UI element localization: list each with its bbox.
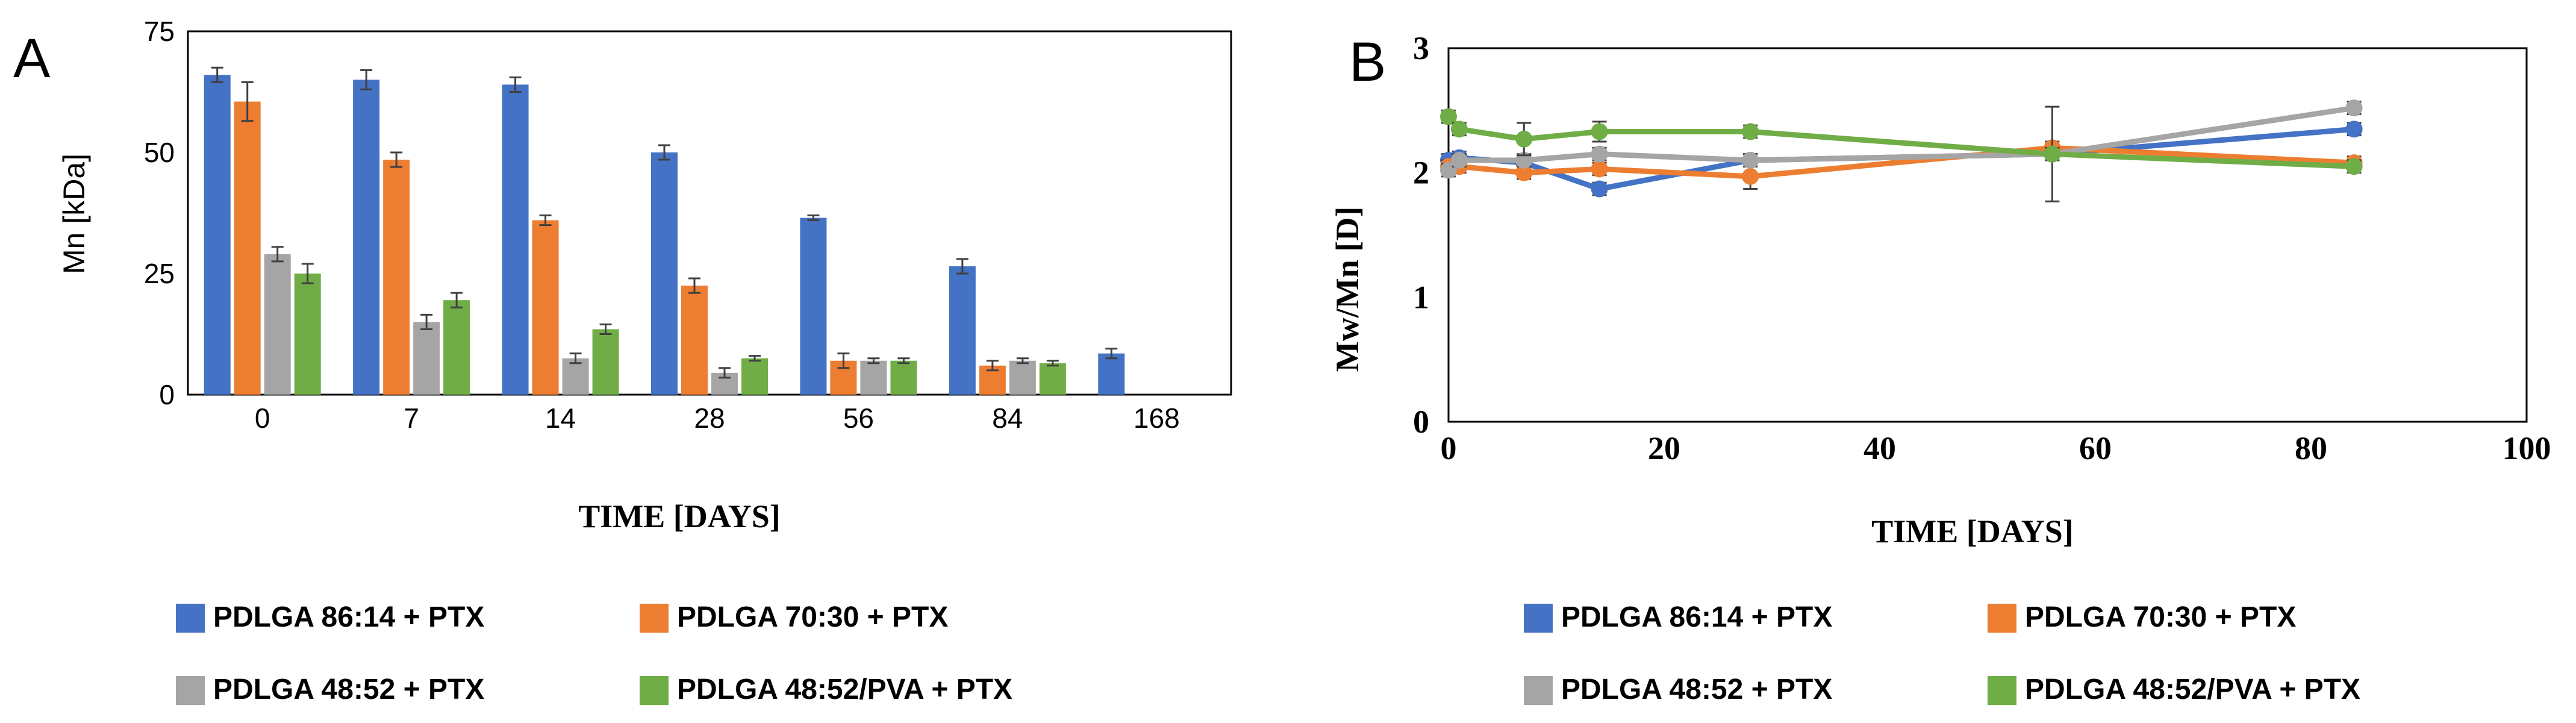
bar-14-series-1	[502, 84, 529, 395]
bar-56-series-1	[800, 218, 827, 395]
panel-a-x-tick-label: 7	[404, 402, 419, 434]
panel-b-y-ticks: 0 1 2 3	[1413, 30, 1429, 440]
data-point	[1591, 160, 1608, 178]
panel-a-y-tick-label: 50	[144, 137, 175, 168]
panel-a-legend: PDLGA 86:14 + PTX PDLGA 70:30 + PTX PDLGA …	[176, 601, 1012, 706]
data-point	[1440, 108, 1457, 125]
panel-b-y-tick-label: 3	[1413, 30, 1429, 66]
panel-a-y-tick-label: 25	[144, 258, 175, 289]
legend-label: PDLGA 48:52/PVA + PTX	[2025, 674, 2360, 706]
legend-label: PDLGA 70:30 + PTX	[677, 601, 948, 633]
legend-swatch	[640, 604, 669, 633]
panel-b-x-tick-label: 100	[2503, 430, 2551, 466]
data-point	[1591, 145, 1608, 163]
panel-a-bar-chart: 0 25 50 75 0 7 14 28 56 84 168 Mn [kDa] TIME [DAY…	[57, 16, 1232, 534]
bar-14-series-2	[532, 220, 559, 395]
data-point	[1742, 152, 1759, 169]
legend-swatch	[1524, 676, 1553, 705]
data-point	[1450, 152, 1468, 169]
bar-168-series-1	[1098, 353, 1125, 395]
legend-swatch	[176, 676, 205, 705]
bar-84-series-1	[949, 266, 976, 395]
panel-a-x-tick-label: 28	[694, 402, 725, 434]
panel-b-letter: B	[1349, 31, 1386, 93]
panel-a-x-tick-label: 14	[545, 402, 576, 434]
data-point	[2345, 120, 2363, 138]
panel-b-y-tick-label: 2	[1413, 155, 1429, 191]
bar-56-series-3	[860, 360, 887, 395]
panel-b-legend: PDLGA 86:14 + PTX PDLGA 70:30 + PTX PDLGA …	[1524, 601, 2360, 706]
data-point	[1450, 120, 1468, 138]
panel-b-y-tick-label: 1	[1413, 279, 1429, 315]
legend-swatch	[1988, 676, 2016, 705]
bar-7-series-1	[353, 80, 380, 395]
bar-14-series-4	[592, 329, 619, 395]
panel-b-x-tick-label: 60	[2079, 430, 2112, 466]
panel-a-x-tick-label: 56	[843, 402, 874, 434]
panel-b-x-tick-label: 20	[1648, 430, 1680, 466]
panel-b-plot-frame	[1447, 47, 2528, 423]
data-point	[1591, 123, 1608, 140]
panel-a-y-tick-label: 75	[144, 16, 175, 47]
bar-28-series-2	[681, 286, 708, 395]
panel-a-x-axis-title: TIME [DAYS]	[578, 498, 781, 534]
bar-7-series-4	[443, 300, 470, 395]
legend-swatch	[640, 676, 669, 705]
panel-a-bars	[204, 66, 1125, 395]
panel-a-x-ticks: 0 7 14 28 56 84 168	[255, 402, 1180, 434]
panel-a-x-tick-label: 84	[992, 402, 1023, 434]
panel-b-series	[1440, 99, 2363, 202]
bar-28-series-4	[741, 358, 768, 395]
panel-a-x-tick-label: 0	[255, 402, 270, 434]
bar-0-series-3	[264, 254, 291, 395]
data-point	[2044, 145, 2061, 163]
data-point	[1515, 130, 1533, 148]
series-3	[1440, 99, 2363, 202]
bar-7-series-3	[413, 322, 440, 395]
legend-label: PDLGA 48:52/PVA + PTX	[677, 674, 1012, 706]
panel-b-x-tick-label: 40	[1863, 430, 1896, 466]
legend-swatch	[176, 604, 205, 633]
bar-56-series-4	[890, 360, 917, 395]
panel-a-plot-frame	[187, 30, 1232, 396]
panel-a-y-axis-title: Mn [kDa]	[57, 154, 91, 274]
panel-b-y-axis-title: Mw/Mn [D]	[1329, 207, 1365, 372]
bar-84-series-3	[1009, 360, 1036, 395]
panel-b-x-tick-label: 0	[1441, 430, 1457, 466]
data-point	[2345, 99, 2363, 117]
data-point	[1742, 123, 1759, 140]
series-4	[1440, 108, 2363, 175]
bar-28-series-1	[651, 152, 678, 395]
panel-b-y-tick-label: 0	[1413, 404, 1429, 440]
legend-label: PDLGA 86:14 + PTX	[213, 601, 484, 633]
panel-b-line-chart: 0 1 2 3 0 20 40 60 80 100 Mw/Mn [D] TIME [DAYS]	[1329, 30, 2551, 549]
panel-a-y-ticks: 0 25 50 75	[144, 16, 175, 410]
panel-a-letter: A	[13, 28, 51, 89]
panel-b-x-ticks: 0 20 40 60 80 100	[1441, 430, 2551, 466]
data-point	[2345, 158, 2363, 175]
bar-7-series-2	[383, 160, 410, 395]
bar-0-series-2	[234, 101, 261, 395]
legend-swatch	[1524, 604, 1553, 633]
bar-0-series-1	[204, 75, 231, 395]
data-point	[1591, 180, 1608, 198]
panel-a-x-tick-label: 168	[1134, 402, 1180, 434]
legend-label: PDLGA 86:14 + PTX	[1561, 601, 1832, 633]
bar-84-series-4	[1039, 363, 1066, 395]
bar-0-series-4	[294, 274, 321, 395]
legend-swatch	[1988, 604, 2016, 633]
legend-label: PDLGA 48:52 + PTX	[213, 674, 484, 706]
panel-a-y-tick-label: 0	[159, 379, 175, 410]
panel-b-x-axis-title: TIME [DAYS]	[1871, 513, 2074, 549]
bar-14-series-3	[562, 358, 589, 395]
legend-label: PDLGA 70:30 + PTX	[2025, 601, 2296, 633]
data-point	[1515, 164, 1533, 181]
data-point	[1742, 167, 1759, 185]
panel-b-x-tick-label: 80	[2295, 430, 2327, 466]
legend-label: PDLGA 48:52 + PTX	[1561, 674, 1832, 706]
